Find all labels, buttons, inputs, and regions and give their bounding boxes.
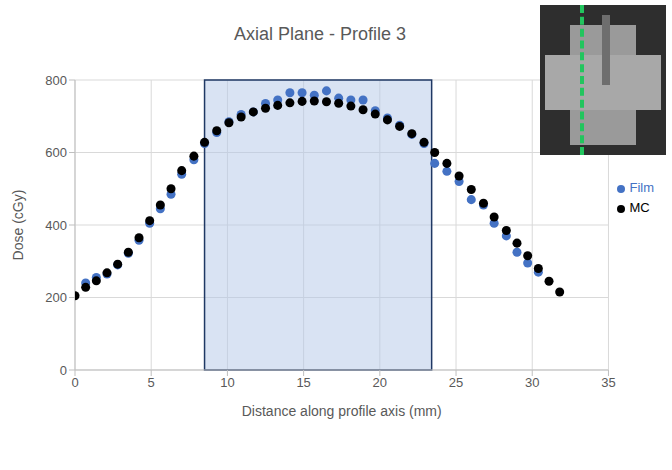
svg-text:25: 25 xyxy=(449,375,463,390)
svg-text:Distance along profile axis (m: Distance along profile axis (mm) xyxy=(242,403,442,419)
svg-text:0: 0 xyxy=(60,363,67,378)
svg-text:30: 30 xyxy=(525,375,539,390)
svg-text:20: 20 xyxy=(373,375,387,390)
svg-text:800: 800 xyxy=(45,73,67,88)
svg-text:400: 400 xyxy=(45,218,67,233)
svg-text:600: 600 xyxy=(45,145,67,160)
html-text:Axial Plane - Profile 3: Axial Plane - Profile 3 xyxy=(234,24,406,44)
html-text:Film: Film xyxy=(629,180,654,195)
svg-text:Dose (cGy): Dose (cGy) xyxy=(10,190,26,261)
svg-text:0: 0 xyxy=(71,375,78,390)
svg-text:35: 35 xyxy=(601,375,615,390)
svg-text:10: 10 xyxy=(220,375,234,390)
svg-text:5: 5 xyxy=(148,375,155,390)
svg-text:200: 200 xyxy=(45,290,67,305)
svg-text:15: 15 xyxy=(296,375,310,390)
html-text:MC: MC xyxy=(629,200,650,215)
